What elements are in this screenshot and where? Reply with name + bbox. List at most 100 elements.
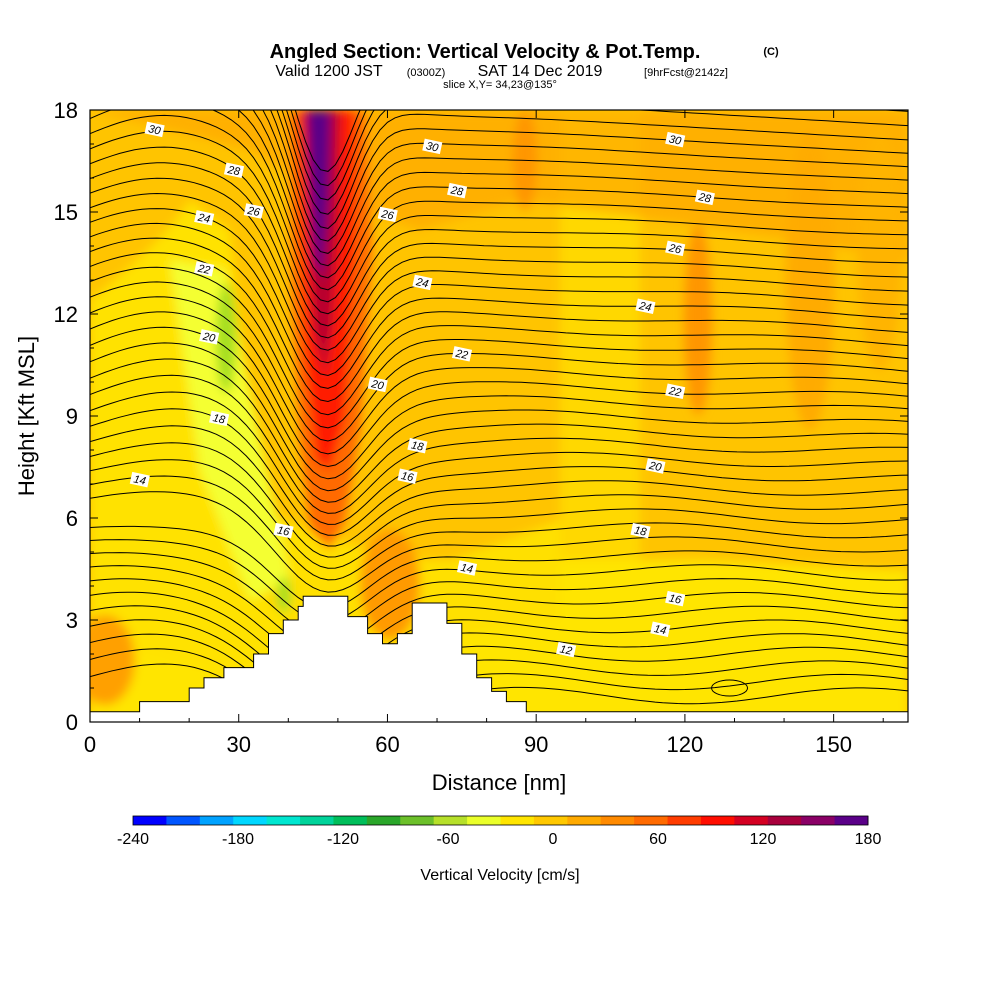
theta-label-background: [556, 641, 577, 658]
theta-label-text: 30: [425, 140, 440, 154]
theta-label-background: [645, 458, 666, 474]
colorbar-tick-label: 60: [649, 831, 667, 848]
theta-contour-label: 22: [194, 261, 215, 277]
field-yellow-west-inner: [170, 260, 290, 600]
field-orange-hill-left: [90, 615, 135, 705]
theta-contour-label: 16: [397, 468, 418, 485]
theta-label-text: 22: [196, 262, 211, 276]
theta-label-text: 18: [410, 439, 425, 453]
theta-isoline: [90, 296, 908, 455]
theta-isoline: [90, 177, 908, 351]
theta-contour-label: 18: [209, 410, 230, 427]
theta-contour-label: 30: [665, 131, 686, 148]
colorbar-swatch: [834, 816, 869, 825]
theta-isoline: [90, 374, 908, 514]
theta-isoline: [90, 565, 908, 650]
colorbar-swatch: [700, 816, 735, 825]
theta-isoline: [90, 591, 908, 679]
theta-isoline: [90, 425, 908, 547]
colorbar-tick-label: 180: [855, 831, 882, 848]
theta-contour-label: 18: [630, 522, 651, 539]
theta-contour-label: 20: [645, 458, 666, 475]
y-tick-label: 9: [66, 404, 78, 429]
colorbar-swatch: [667, 816, 702, 825]
theta-contour-label: 16: [273, 522, 294, 539]
theta-label-background: [412, 274, 433, 291]
theta-label-background: [650, 621, 671, 637]
theta-isoline: [90, 442, 908, 558]
theta-isoline: [90, 525, 908, 609]
colorbar-swatch: [266, 816, 301, 825]
theta-label-background: [223, 162, 245, 178]
slice-note: slice X,Y= 34,23@135°: [443, 79, 557, 91]
theta-closed-contour: [711, 679, 749, 697]
theta-isoline: [262, 110, 908, 254]
theta-contour-label: 28: [223, 162, 245, 179]
colorbar-swatch: [300, 816, 334, 825]
field-green-streak-lower: [277, 577, 291, 613]
theta-isoline: [90, 208, 908, 377]
colorbar-tick-label: -120: [327, 831, 359, 848]
theta-label-background: [194, 261, 215, 277]
colorbar-swatch: [333, 816, 368, 825]
theta-contour-label: 24: [194, 210, 215, 226]
theta-label-text: 20: [369, 378, 385, 393]
theta-isoline: [90, 266, 908, 429]
y-tick-label: 6: [66, 506, 78, 531]
theta-contour-label: 24: [412, 274, 433, 291]
theta-contour-label: 26: [665, 240, 686, 257]
theta-isoline: [90, 358, 908, 503]
theta-label-background: [209, 410, 230, 427]
theta-contour-label: 26: [243, 203, 264, 219]
theta-label-text: 22: [667, 385, 682, 399]
field-orange-column-150: [858, 130, 902, 370]
colorbar-tick-label: -240: [117, 831, 149, 848]
theta-label-text: 20: [647, 460, 663, 475]
theta-isoline: [90, 633, 908, 709]
theta-label-background: [665, 383, 686, 399]
colorbar-swatch: [767, 816, 802, 825]
theta-label-background: [630, 522, 651, 539]
theta-label-background: [447, 182, 468, 199]
theta-label-text: 20: [201, 330, 217, 345]
theta-isoline: [276, 110, 908, 230]
colorbar-tick-label: -180: [222, 831, 254, 848]
svg-text:SAT 14 Dec 2019: SAT 14 Dec 2019: [478, 63, 603, 80]
theta-isoline: [90, 281, 908, 442]
colorbar-tick-label: -60: [436, 831, 459, 848]
colorbar-swatch: [199, 816, 234, 825]
theta-label-text: 24: [414, 276, 429, 290]
theta-label-text: 18: [633, 524, 648, 538]
theta-contour-label: 12: [556, 641, 577, 658]
theta-label-background: [129, 471, 150, 488]
theta-label-background: [422, 138, 443, 155]
plot-area: 30 28 26 24 22 20 18 14 16 30 28 26 24 22 20 18 16 14 30 28…: [90, 110, 908, 722]
theta-label-text: 14: [132, 473, 146, 487]
colorbar-swatch: [801, 816, 836, 825]
theta-isoline: [90, 342, 908, 492]
theta-isoline: [90, 130, 908, 315]
field-yellow-lower: [90, 560, 908, 722]
chart-title: Angled Section: Vertical Velocity & Pot.…: [270, 41, 701, 63]
x-tick-label: 0: [84, 732, 96, 757]
colorbar-swatch: [533, 816, 568, 825]
colorbar-swatch: [400, 816, 435, 825]
y-tick-label: 15: [54, 200, 78, 225]
theta-label-text: 14: [653, 623, 667, 637]
theta-isoline: [237, 110, 908, 279]
theta-label-text: 16: [400, 470, 415, 484]
theta-contour-label: 20: [199, 329, 220, 345]
theta-isoline: [90, 552, 908, 636]
theta-label-background: [635, 298, 656, 314]
colorbar-swatch: [567, 816, 602, 825]
y-tick-label: 18: [54, 98, 78, 123]
theta-isoline: [90, 192, 908, 364]
theta-isoline: [90, 391, 908, 525]
theta-label-text: 28: [449, 184, 465, 199]
theta-label-text: 16: [276, 524, 291, 538]
theta-label-background: [377, 206, 398, 223]
colorbar-swatch: [734, 816, 769, 825]
colorbar-frame: [132, 815, 869, 826]
svg-text:Valid 1200 JST: Valid 1200 JST: [275, 63, 383, 80]
